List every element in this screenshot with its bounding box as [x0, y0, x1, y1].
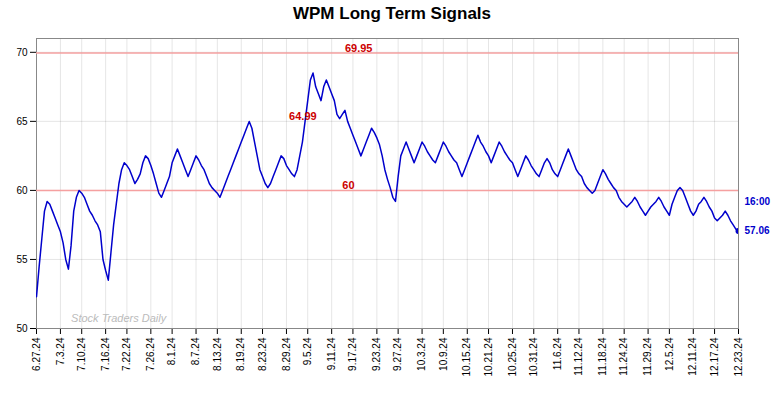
svg-text:7.16.24: 7.16.24: [100, 337, 111, 371]
svg-text:12.23.24: 12.23.24: [733, 337, 744, 376]
svg-text:6.27.24: 6.27.24: [31, 337, 42, 371]
svg-text:11.6.24: 11.6.24: [552, 337, 563, 370]
svg-text:7.26.24: 7.26.24: [145, 337, 156, 371]
svg-text:9.27.24: 9.27.24: [392, 337, 403, 371]
svg-text:8.7.24: 8.7.24: [190, 337, 201, 365]
svg-text:9.17.24: 9.17.24: [347, 337, 358, 371]
svg-text:7.22.24: 7.22.24: [121, 337, 132, 371]
svg-text:11.18.24: 11.18.24: [597, 337, 608, 376]
svg-text:60: 60: [342, 179, 354, 191]
svg-text:10.9.24: 10.9.24: [438, 337, 449, 371]
svg-text:11.12.24: 11.12.24: [573, 337, 584, 376]
html-text:WPM Long Term Signals: WPM Long Term Signals: [293, 4, 491, 23]
svg-text:11.29.24: 11.29.24: [642, 337, 653, 376]
svg-text:7.10.24: 7.10.24: [76, 337, 87, 371]
svg-text:64.99: 64.99: [289, 110, 317, 122]
svg-text:10.25.24: 10.25.24: [507, 337, 518, 376]
svg-text:16:00: 16:00: [745, 196, 771, 207]
svg-text:9.5.24: 9.5.24: [302, 337, 313, 365]
svg-text:Stock Traders Daily: Stock Traders Daily: [71, 312, 168, 324]
svg-text:57.06: 57.06: [745, 225, 770, 236]
svg-text:8.23.24: 8.23.24: [257, 337, 268, 371]
svg-text:70: 70: [16, 47, 28, 58]
svg-text:7.3.24: 7.3.24: [55, 337, 66, 365]
svg-text:11.24.24: 11.24.24: [618, 337, 629, 376]
svg-text:69.95: 69.95: [345, 42, 373, 54]
svg-text:65: 65: [16, 116, 28, 127]
svg-text:55: 55: [16, 254, 28, 265]
svg-text:10.15.24: 10.15.24: [461, 337, 472, 376]
svg-text:8.1.24: 8.1.24: [166, 337, 177, 365]
svg-text:8.19.24: 8.19.24: [235, 337, 246, 371]
svg-text:12.17.24: 12.17.24: [709, 337, 720, 376]
svg-text:9.11.24: 9.11.24: [326, 337, 337, 370]
svg-text:9.23.24: 9.23.24: [371, 337, 382, 371]
svg-text:60: 60: [16, 185, 28, 196]
svg-text:12.11.24: 12.11.24: [687, 337, 698, 376]
svg-text:10.31.24: 10.31.24: [528, 337, 539, 376]
svg-text:8.29.24: 8.29.24: [281, 337, 292, 371]
svg-text:10.3.24: 10.3.24: [416, 337, 427, 371]
svg-text:50: 50: [16, 323, 28, 334]
svg-text:12.5.24: 12.5.24: [664, 337, 675, 371]
svg-text:8.13.24: 8.13.24: [212, 337, 223, 371]
svg-text:10.21.24: 10.21.24: [483, 337, 494, 376]
